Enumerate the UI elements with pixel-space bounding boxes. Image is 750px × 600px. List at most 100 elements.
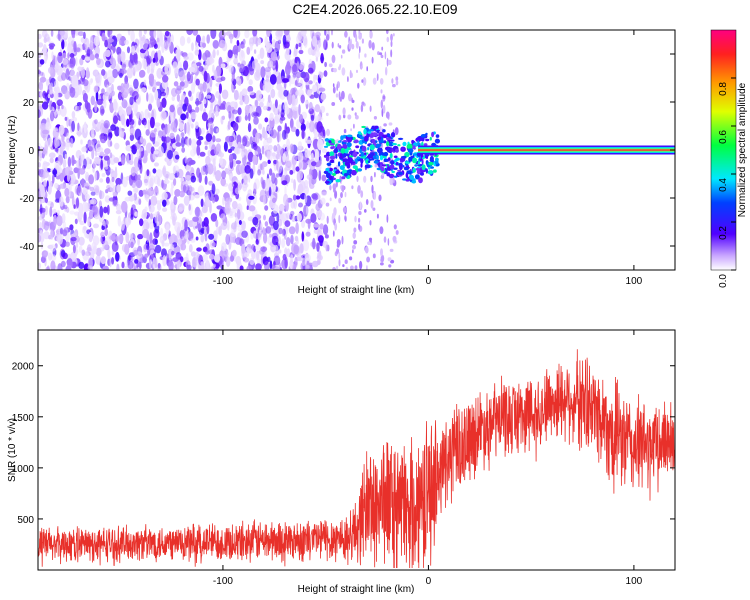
spectrogram-cell <box>84 56 91 61</box>
spectrogram-cell <box>147 119 151 131</box>
spectrogram-cell <box>150 195 158 206</box>
spectrogram-cell <box>255 90 262 102</box>
spectrogram-cell <box>62 252 68 260</box>
spectrogram-cell <box>133 249 138 256</box>
y-tick-label: 1500 <box>12 413 35 424</box>
spectrogram-cell <box>390 132 396 138</box>
spectrogram-cell <box>76 102 82 107</box>
spectrogram-cell <box>270 129 278 139</box>
spectrogram-cell <box>291 215 296 223</box>
spectrogram-cell <box>143 79 147 86</box>
spectrogram-cell <box>74 104 77 111</box>
spectrogram-cell <box>340 147 346 154</box>
spectrogram-cell <box>219 157 224 166</box>
spectrogram-cell <box>382 134 388 139</box>
spectrogram-cell <box>254 244 262 251</box>
spectrogram-cell <box>324 180 330 184</box>
spectrogram-cell <box>271 172 276 184</box>
spectrogram-cell <box>348 93 352 102</box>
spectrogram-cell <box>91 133 95 139</box>
spectrogram-cell <box>146 244 150 250</box>
spectrogram-cell <box>305 231 311 237</box>
spectrogram-cell <box>331 102 336 106</box>
spectrogram-cell <box>199 151 206 157</box>
figure-title: C2E4.2026.065.22.10.E09 <box>292 1 457 17</box>
spectrogram-cell <box>166 160 172 166</box>
spectrogram-cell <box>143 150 148 157</box>
spectrogram-cell <box>332 173 336 176</box>
spectrogram-cell <box>236 209 241 220</box>
spectrogram-cell <box>221 89 229 100</box>
spectrogram-cell <box>201 205 208 214</box>
spectrogram-cell <box>199 229 204 236</box>
spectrogram-cell <box>209 77 213 88</box>
spectrogram-cell <box>308 101 313 112</box>
spectrogram-cell <box>129 96 134 106</box>
spectrogram-cell <box>207 122 214 129</box>
spectrogram-cell <box>317 138 324 151</box>
spectrogram-cell <box>401 147 404 151</box>
spectrogram-cell <box>46 265 50 270</box>
y-tick-label: 500 <box>17 515 34 526</box>
spectrogram-cell <box>344 259 348 265</box>
spectrogram-cell <box>139 69 146 78</box>
spectrogram-cell <box>143 58 147 70</box>
spectrogram-cell <box>173 195 178 206</box>
spectrogram-cell <box>149 213 153 220</box>
y-tick-label: 40 <box>23 50 35 61</box>
spectrogram-cell <box>397 137 404 140</box>
spectrogram-cell <box>49 206 53 218</box>
spectrogram-cell <box>275 173 280 178</box>
spectrogram-cell <box>392 33 395 37</box>
spectrogram-cell <box>80 139 83 145</box>
spectrogram-cell <box>379 78 384 85</box>
spectrogram-cell <box>273 106 279 116</box>
spectrogram-cell <box>180 242 187 251</box>
spectrogram-cell <box>354 215 357 223</box>
spectrogram-cell <box>324 138 330 142</box>
spectrogram-cell <box>393 224 397 230</box>
spectrogram-cell <box>320 197 326 205</box>
spectrogram-cell <box>341 90 345 100</box>
spectrogram-cell <box>39 76 47 83</box>
spectrogram-cell <box>154 186 158 193</box>
spectrogram-cell <box>157 262 161 269</box>
spectrogram-cell <box>142 189 146 195</box>
spectrogram-cell <box>282 34 287 46</box>
spectrogram-cell <box>157 214 162 226</box>
spectrogram-cell <box>195 236 199 241</box>
spectrogram-cell <box>348 40 351 50</box>
spectrogram-cell <box>175 154 180 160</box>
spectrogram-cell <box>390 259 395 264</box>
spectrogram-cell <box>229 36 233 44</box>
spectrogram-cell <box>121 69 127 74</box>
spectrogram-cell <box>399 164 403 171</box>
y-tick-label: 0 <box>28 146 34 157</box>
spectrogram-cell <box>117 53 121 65</box>
spectrogram-cell <box>107 248 111 259</box>
spectrogram-cell <box>363 135 369 142</box>
spectrogram-cell <box>363 128 367 135</box>
spectrogram-cell <box>84 37 90 50</box>
spectrogram-cell <box>250 105 256 112</box>
spectrogram-cell <box>188 90 192 97</box>
spectrogram-cell <box>160 227 164 239</box>
spectrogram-cell <box>140 87 147 93</box>
spectrogram-cell <box>138 189 144 197</box>
spectrogram-cell <box>188 194 195 201</box>
spectrogram-cell <box>112 185 119 197</box>
spectrogram-cell <box>203 217 209 227</box>
spectrogram-cell <box>59 196 64 207</box>
spectrogram-cell <box>379 155 384 161</box>
spectrogram-cell <box>227 49 233 59</box>
y-tick-label: 1000 <box>12 464 35 475</box>
spectrogram-cell <box>386 173 391 177</box>
spectrogram-cell <box>298 64 305 70</box>
spectrogram-cell <box>298 49 304 55</box>
spectrogram-cell <box>307 47 313 56</box>
spectrogram-cell <box>318 169 322 181</box>
spectrogram-cell <box>117 85 122 91</box>
spectrogram-cell <box>320 92 327 100</box>
spectrogram-cell <box>121 63 127 70</box>
spectrogram-cell <box>165 136 171 143</box>
